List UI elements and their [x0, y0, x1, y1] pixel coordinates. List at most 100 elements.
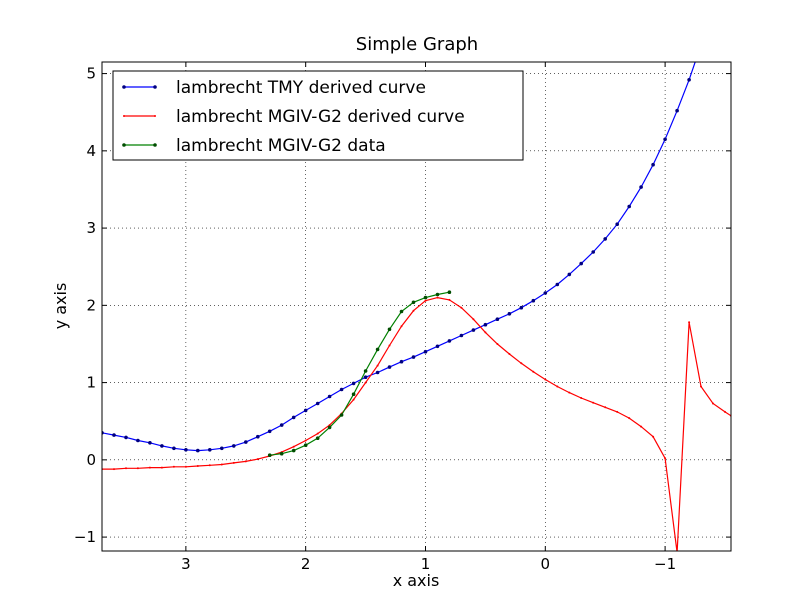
data-point — [339, 413, 344, 417]
data-point — [604, 406, 607, 409]
plot-series — [102, 62, 731, 551]
data-point — [508, 353, 511, 355]
data-point — [724, 410, 726, 413]
data-point — [507, 312, 512, 316]
data-point — [303, 408, 308, 413]
data-point — [184, 465, 187, 468]
data-point — [616, 410, 619, 413]
data-point — [172, 446, 176, 451]
data-point — [160, 466, 163, 469]
x-tick-label: 2 — [301, 555, 311, 573]
axis-ticks: 3 2 1 0 −1 −1 0 1 2 3 4 5 — [74, 62, 731, 573]
y-tick-label: 2 — [86, 296, 96, 314]
x-axis-label: x axis — [393, 571, 440, 590]
data-point — [640, 425, 643, 428]
x-tick-label: 0 — [541, 555, 551, 573]
plot-frame — [101, 61, 732, 552]
data-point — [148, 441, 152, 445]
data-point — [436, 296, 439, 299]
y-tick-label: 0 — [86, 451, 96, 469]
data-point — [184, 448, 188, 452]
legend-entry: lambrecht MGIV-G2 data — [122, 136, 386, 156]
data-point — [148, 466, 151, 469]
data-point — [339, 387, 344, 392]
data-point — [555, 282, 560, 287]
data-point — [411, 355, 416, 359]
data-point — [255, 434, 260, 439]
data-point — [136, 467, 139, 470]
data-point — [136, 438, 140, 443]
data-point — [495, 317, 500, 322]
data-point — [567, 272, 572, 277]
data-point — [363, 369, 368, 373]
data-point — [113, 468, 115, 471]
legend-entry: lambrecht TMY derived curve — [122, 78, 426, 98]
data-point — [220, 463, 223, 466]
data-point — [292, 445, 295, 448]
data-point — [351, 381, 356, 386]
data-point — [172, 465, 175, 468]
legend-entry: lambrecht MGIV-G2 derived curve — [123, 107, 465, 127]
data-point — [483, 322, 488, 327]
data-point — [423, 295, 428, 300]
y-tick-label: 1 — [86, 374, 96, 392]
legend-marker — [123, 115, 125, 117]
data-point — [651, 162, 655, 167]
data-point — [267, 453, 272, 458]
x-tick-label: −1 — [654, 555, 676, 573]
data-point — [412, 309, 415, 312]
data-point — [568, 391, 571, 394]
data-point — [376, 364, 379, 367]
data-point — [327, 394, 332, 399]
legend-label: lambrecht MGIV-G2 derived curve — [176, 107, 465, 127]
data-point — [232, 461, 235, 464]
data-point — [160, 444, 164, 448]
data-point — [303, 443, 308, 448]
y-tick-label: −1 — [74, 528, 96, 546]
data-point — [448, 298, 451, 301]
x-tick-label: 1 — [421, 555, 431, 573]
data-point — [112, 433, 116, 437]
data-point — [208, 464, 211, 467]
data-point — [459, 333, 464, 338]
data-point — [472, 318, 475, 321]
data-point — [700, 385, 702, 388]
y-tick-label: 5 — [86, 65, 96, 83]
data-point — [520, 362, 523, 365]
data-point — [316, 432, 319, 435]
data-point — [375, 370, 380, 375]
data-point — [423, 349, 428, 354]
series-line — [102, 296, 731, 551]
data-point — [675, 108, 679, 113]
data-point — [424, 299, 427, 302]
data-point — [603, 237, 607, 241]
data-point — [387, 327, 392, 332]
data-point — [124, 435, 128, 440]
data-point — [208, 448, 212, 452]
data-point — [712, 402, 714, 405]
series-3 — [267, 290, 452, 458]
data-point — [460, 306, 463, 309]
legend-marker — [122, 85, 126, 89]
data-point — [267, 429, 272, 434]
data-point — [363, 375, 368, 380]
data-point — [364, 381, 367, 384]
data-point — [352, 398, 355, 401]
legend-box — [112, 70, 524, 161]
data-point — [328, 424, 331, 427]
data-point — [304, 439, 307, 442]
legend-label: lambrecht MGIV-G2 data — [176, 136, 386, 156]
data-point — [447, 339, 452, 343]
data-point — [471, 328, 476, 332]
data-point — [196, 465, 199, 467]
data-point — [484, 331, 487, 334]
data-point — [388, 344, 391, 347]
data-point — [232, 444, 236, 448]
legend-marker — [122, 143, 126, 147]
data-point — [543, 291, 548, 295]
data-point — [387, 365, 392, 369]
data-point — [196, 448, 200, 453]
data-point — [375, 347, 380, 352]
data-point — [315, 401, 320, 406]
